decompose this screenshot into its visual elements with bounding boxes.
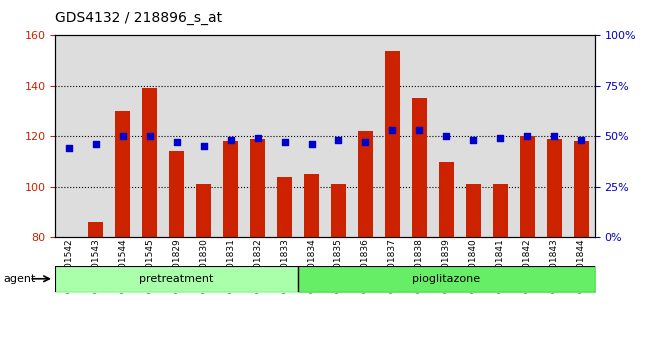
Bar — [379, 35, 406, 237]
Bar — [412, 98, 427, 237]
Point — [495, 136, 506, 141]
Bar — [514, 35, 541, 237]
Point — [333, 137, 344, 143]
Bar — [385, 51, 400, 237]
Bar — [298, 35, 325, 237]
Point — [226, 137, 236, 143]
Bar — [82, 35, 109, 237]
Text: pioglitazone: pioglitazone — [412, 274, 480, 284]
Bar — [88, 222, 103, 237]
Bar — [487, 35, 514, 237]
Text: pretreatment: pretreatment — [140, 274, 214, 284]
Point — [198, 143, 209, 149]
Point — [90, 142, 101, 147]
Bar — [115, 111, 130, 237]
Point — [522, 133, 532, 139]
Bar — [163, 35, 190, 237]
Point — [280, 139, 290, 145]
Bar — [244, 35, 271, 237]
Point — [387, 127, 398, 133]
Bar — [460, 35, 487, 237]
Bar — [439, 161, 454, 237]
Bar — [196, 184, 211, 237]
Bar — [466, 184, 481, 237]
Bar — [574, 141, 589, 237]
Point — [576, 137, 586, 143]
Bar — [217, 35, 244, 237]
Point — [306, 142, 317, 147]
Point — [64, 145, 74, 151]
Point — [144, 133, 155, 139]
Bar — [493, 184, 508, 237]
Text: agent: agent — [3, 274, 36, 284]
Bar — [169, 152, 184, 237]
Bar — [223, 141, 238, 237]
Bar — [142, 88, 157, 237]
Bar — [136, 35, 163, 237]
Point — [252, 136, 263, 141]
Point — [172, 139, 182, 145]
Bar — [331, 184, 346, 237]
Bar — [406, 35, 433, 237]
Bar — [433, 35, 460, 237]
Point — [468, 137, 478, 143]
Bar — [250, 139, 265, 237]
Point — [414, 127, 424, 133]
Text: GDS4132 / 218896_s_at: GDS4132 / 218896_s_at — [55, 11, 222, 25]
Bar — [325, 35, 352, 237]
Bar — [547, 139, 562, 237]
Bar — [541, 35, 568, 237]
Bar — [304, 174, 319, 237]
Point — [549, 133, 560, 139]
Bar — [55, 35, 83, 237]
Bar — [109, 35, 136, 237]
Point — [441, 133, 452, 139]
Bar — [520, 136, 535, 237]
Point — [118, 133, 128, 139]
Bar — [277, 177, 292, 237]
Bar — [568, 35, 595, 237]
Bar — [190, 35, 217, 237]
Bar — [271, 35, 298, 237]
Point — [360, 139, 370, 145]
Bar — [358, 131, 373, 237]
Bar — [352, 35, 379, 237]
